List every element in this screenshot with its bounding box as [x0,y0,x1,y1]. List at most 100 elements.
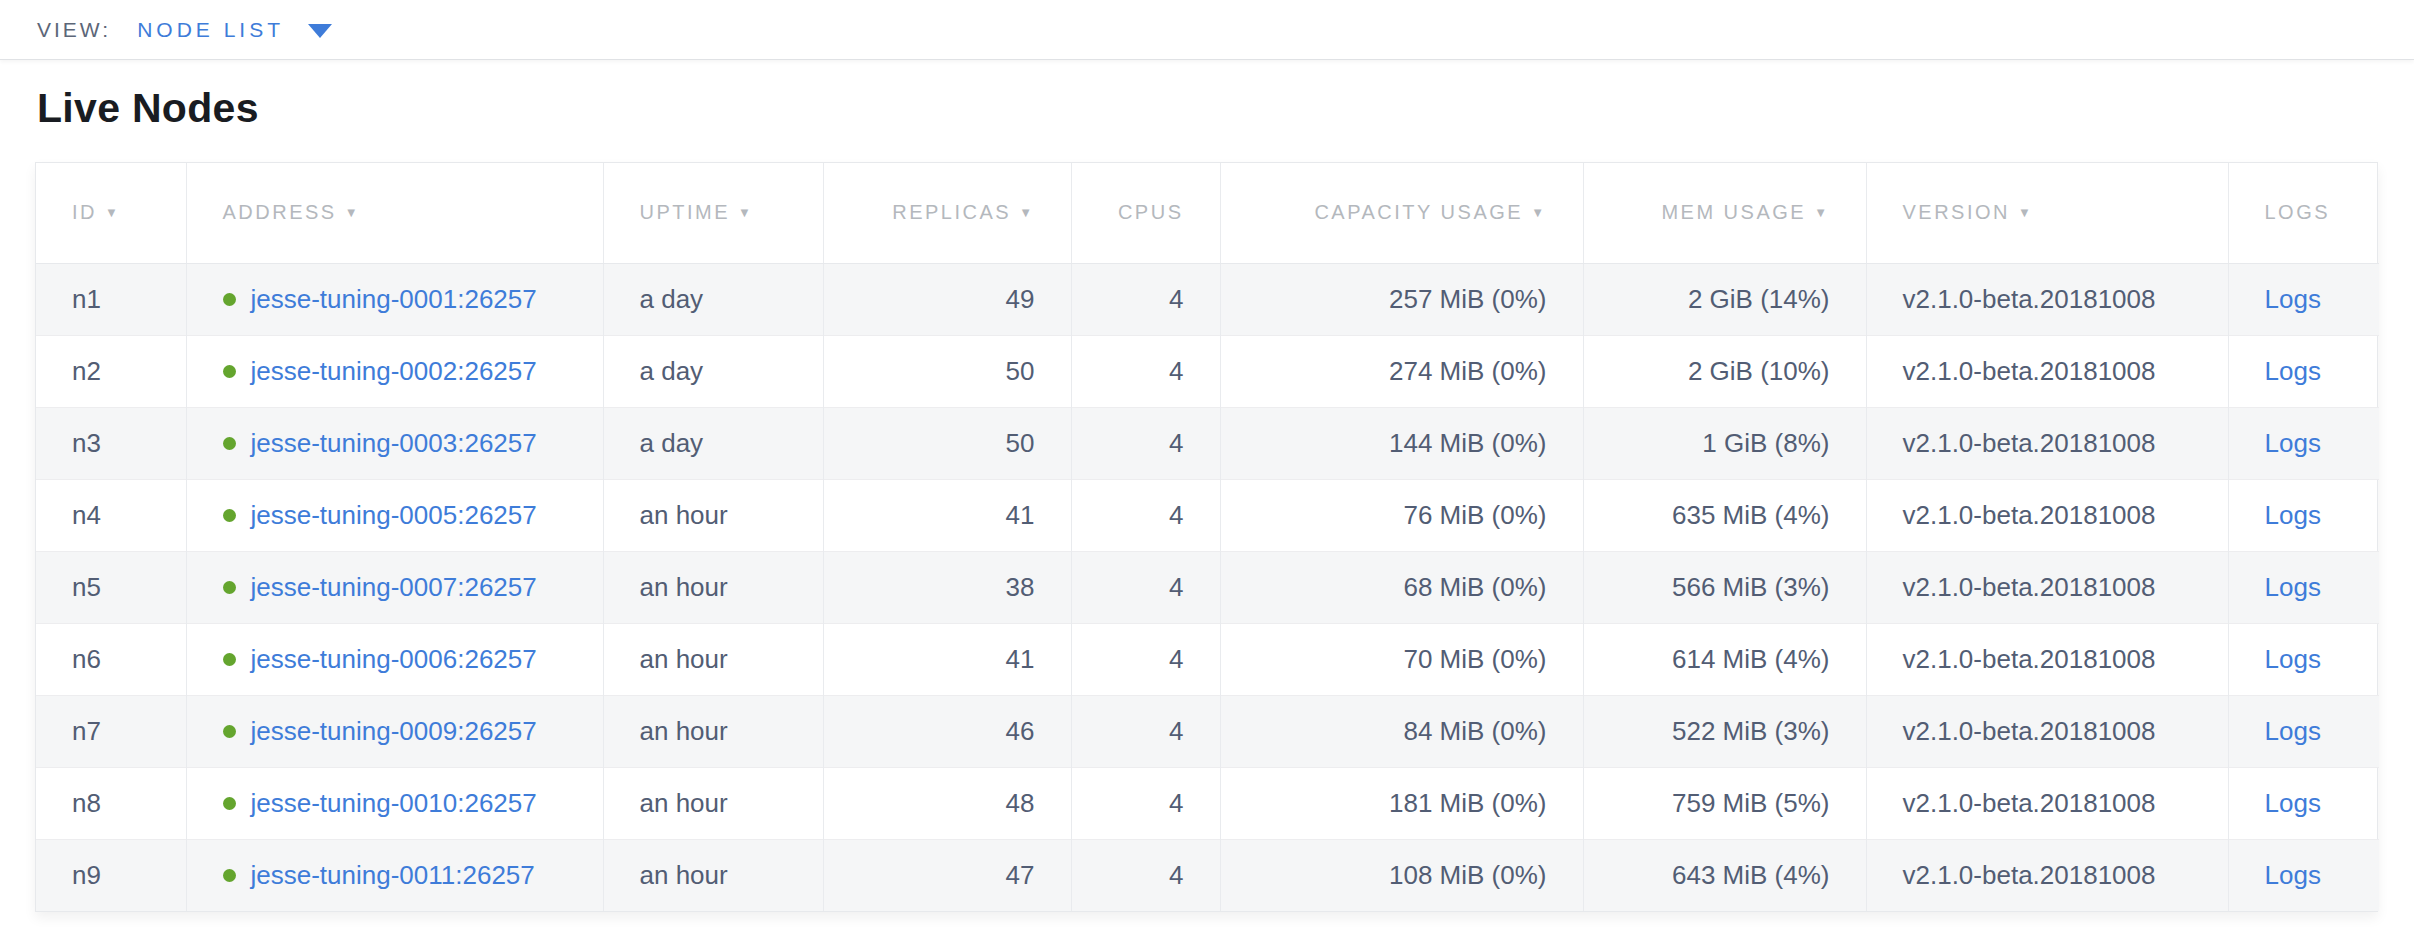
address-link[interactable]: jesse-tuning-0009:26257 [251,716,537,747]
table-body: n1jesse-tuning-0001:26257a day494257 MiB… [36,263,2379,911]
cell-cpus: 4 [1071,335,1220,407]
cell-value: an hour [640,788,728,818]
cell-capacity: 70 MiB (0%) [1220,623,1583,695]
cell-value: 38 [1006,572,1035,602]
view-dropdown[interactable]: NODE LIST [137,18,332,42]
cell-value: v2.1.0-beta.20181008 [1903,788,2156,818]
logs-link[interactable]: Logs [2265,356,2321,386]
cell-value: a day [640,428,704,458]
column-header-mem[interactable]: MEM USAGE▼ [1583,163,1866,263]
cell-address: jesse-tuning-0003:26257 [186,407,603,479]
cell-value: 4 [1169,860,1183,890]
cell-value: 76 MiB (0%) [1403,500,1546,530]
logs-link[interactable]: Logs [2265,284,2321,314]
table-row: n6jesse-tuning-0006:26257an hour41470 Mi… [36,623,2379,695]
column-header-id[interactable]: ID▼ [36,163,186,263]
logs-link[interactable]: Logs [2265,428,2321,458]
column-header-version[interactable]: VERSION▼ [1866,163,2228,263]
cell-version: v2.1.0-beta.20181008 [1866,623,2228,695]
logs-link[interactable]: Logs [2265,788,2321,818]
cell-cpus: 4 [1071,623,1220,695]
cell-value: 68 MiB (0%) [1403,572,1546,602]
cell-value: 144 MiB (0%) [1389,428,1547,458]
cell-logs: Logs [2228,623,2379,695]
logs-link[interactable]: Logs [2265,500,2321,530]
address-cell: jesse-tuning-0010:26257 [223,788,567,819]
cell-uptime: an hour [603,551,823,623]
view-bar: VIEW: NODE LIST [0,0,2414,60]
sort-desc-icon: ▼ [1019,205,1034,220]
cell-cpus: 4 [1071,767,1220,839]
cell-mem: 759 MiB (5%) [1583,767,1866,839]
cell-version: v2.1.0-beta.20181008 [1866,407,2228,479]
cell-value: 2 GiB (14%) [1688,284,1830,314]
address-link[interactable]: jesse-tuning-0006:26257 [251,644,537,675]
page-content: Live Nodes ID▼ADDRESS▼UPTIME▼REPLICAS▼CP… [0,84,2414,912]
cell-id: n4 [36,479,186,551]
cell-version: v2.1.0-beta.20181008 [1866,551,2228,623]
cell-capacity: 257 MiB (0%) [1220,263,1583,335]
view-dropdown-selected[interactable]: NODE LIST [137,18,284,42]
cell-value: 4 [1169,284,1183,314]
cell-address: jesse-tuning-0001:26257 [186,263,603,335]
cell-value: n1 [72,284,101,314]
cell-capacity: 181 MiB (0%) [1220,767,1583,839]
column-header-uptime[interactable]: UPTIME▼ [603,163,823,263]
cell-value: 566 MiB (3%) [1672,572,1830,602]
cell-cpus: 4 [1071,695,1220,767]
table-row: n9jesse-tuning-0011:26257an hour474108 M… [36,839,2379,911]
cell-value: 1 GiB (8%) [1702,428,1829,458]
cell-value: 84 MiB (0%) [1403,716,1546,746]
cell-cpus: 4 [1071,839,1220,911]
cell-version: v2.1.0-beta.20181008 [1866,335,2228,407]
address-link[interactable]: jesse-tuning-0001:26257 [251,284,537,315]
cell-mem: 566 MiB (3%) [1583,551,1866,623]
logs-link[interactable]: Logs [2265,716,2321,746]
cell-uptime: an hour [603,623,823,695]
address-cell: jesse-tuning-0011:26257 [223,860,567,891]
address-link[interactable]: jesse-tuning-0007:26257 [251,572,537,603]
address-link[interactable]: jesse-tuning-0011:26257 [251,860,535,891]
cell-value: 4 [1169,572,1183,602]
cell-id: n5 [36,551,186,623]
address-cell: jesse-tuning-0001:26257 [223,284,567,315]
cell-address: jesse-tuning-0009:26257 [186,695,603,767]
cell-uptime: an hour [603,839,823,911]
sort-desc-icon: ▼ [345,205,360,220]
cell-value: 4 [1169,716,1183,746]
logs-link[interactable]: Logs [2265,572,2321,602]
column-header-capacity[interactable]: CAPACITY USAGE▼ [1220,163,1583,263]
column-header-address[interactable]: ADDRESS▼ [186,163,603,263]
cell-value: 522 MiB (3%) [1672,716,1830,746]
cell-id: n1 [36,263,186,335]
column-header-label: CPUS [1118,201,1184,223]
cell-value: 257 MiB (0%) [1389,284,1547,314]
cell-value: an hour [640,716,728,746]
logs-link[interactable]: Logs [2265,644,2321,674]
logs-link[interactable]: Logs [2265,860,2321,890]
cell-value: n9 [72,860,101,890]
cell-logs: Logs [2228,767,2379,839]
cell-replicas: 41 [823,623,1071,695]
cell-version: v2.1.0-beta.20181008 [1866,767,2228,839]
cell-address: jesse-tuning-0002:26257 [186,335,603,407]
column-header-label: UPTIME [640,201,731,223]
address-link[interactable]: jesse-tuning-0010:26257 [251,788,537,819]
cell-value: a day [640,284,704,314]
cell-replicas: 50 [823,335,1071,407]
address-link[interactable]: jesse-tuning-0003:26257 [251,428,537,459]
cell-value: 643 MiB (4%) [1672,860,1830,890]
column-header-label: VERSION [1903,201,2011,223]
cell-version: v2.1.0-beta.20181008 [1866,839,2228,911]
cell-value: 4 [1169,356,1183,386]
node-status-dot [223,869,236,882]
address-link[interactable]: jesse-tuning-0005:26257 [251,500,537,531]
cell-version: v2.1.0-beta.20181008 [1866,263,2228,335]
cell-version: v2.1.0-beta.20181008 [1866,695,2228,767]
cell-value: 46 [1006,716,1035,746]
live-nodes-table: ID▼ADDRESS▼UPTIME▼REPLICAS▼CPUSCAPACITY … [36,163,2379,911]
address-link[interactable]: jesse-tuning-0002:26257 [251,356,537,387]
cell-capacity: 68 MiB (0%) [1220,551,1583,623]
column-header-label: LOGS [2265,201,2331,223]
column-header-replicas[interactable]: REPLICAS▼ [823,163,1071,263]
